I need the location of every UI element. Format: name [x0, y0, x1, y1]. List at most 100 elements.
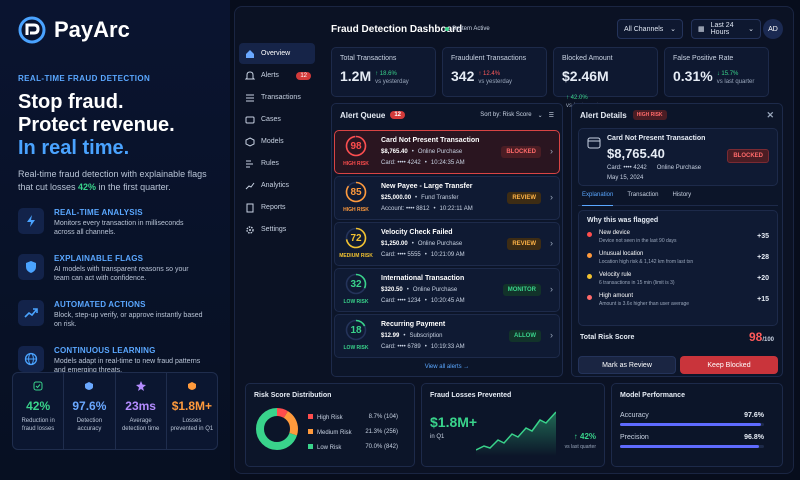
- transaction-date: May 15, 2024: [607, 175, 644, 181]
- stat-label: Losses prevented in Q1: [170, 418, 214, 432]
- alert-row[interactable]: 85 HIGH RISK New Payee - Large Transfer …: [334, 176, 560, 220]
- hero-subtitle: Real-time fraud detection with explainab…: [18, 169, 207, 192]
- tab-history[interactable]: History: [672, 192, 692, 198]
- sidebar-item-transactions[interactable]: Transactions: [239, 87, 315, 108]
- legend-label: Medium Risk: [317, 430, 352, 436]
- reason-points: +15: [757, 296, 769, 303]
- close-icon[interactable]: ✕: [766, 109, 774, 120]
- chevron-right-icon: ›: [550, 284, 553, 294]
- rules-icon: [245, 159, 255, 169]
- losses-title: Fraud Losses Prevented: [430, 392, 512, 399]
- feature-title: CONTINUOUS LEARNING: [54, 346, 156, 355]
- sidebar-item-overview[interactable]: Overview: [239, 43, 315, 64]
- flag-reason: Velocity rule 6 transactions in 15 min (l…: [587, 272, 769, 293]
- chevron-right-icon: ›: [550, 330, 553, 340]
- feature-title: EXPLAINABLE FLAGS: [54, 254, 144, 263]
- risk-level: HIGH RISK: [343, 207, 369, 213]
- alert-count-badge: 12: [390, 111, 406, 119]
- why-title: Why this was flagged: [587, 217, 659, 224]
- model-performance-card: Model Performance Accuracy 97.6% Precision…: [611, 383, 783, 467]
- feature-desc: AI models with transparent reasons so yo…: [54, 266, 189, 282]
- dashboard-window: Overview Alerts 12 Transactions Cases Models R…: [234, 6, 794, 474]
- keep-blocked-button[interactable]: Keep Blocked: [680, 356, 778, 374]
- performance-row: Accuracy 97.6%: [620, 412, 764, 426]
- alert-amount: $320.50 • Online Purchase: [381, 287, 458, 293]
- doc-icon: [245, 203, 255, 213]
- flag-reason: New device Device not seen in the last 90…: [587, 230, 769, 251]
- kpi-card: Blocked Amount$2.46M↑ 42.0%vs last quart…: [553, 47, 658, 109]
- flag-explanation: Why this was flagged New device Device no…: [578, 210, 778, 326]
- transaction-summary: Card Not Present Transaction $8,765.40 C…: [578, 128, 778, 186]
- hero-line-1: Stop fraud.: [18, 91, 124, 113]
- feature-title: AUTOMATED ACTIONS: [54, 300, 146, 309]
- feature-item: REAL-TIME ANALYSIS Monitors every transac…: [18, 208, 212, 240]
- performance-bar: [620, 445, 764, 448]
- sidebar-item-reports[interactable]: Reports: [239, 197, 315, 218]
- hero-line-2: Protect revenue.: [18, 114, 175, 136]
- alert-row[interactable]: 18 LOW RISK Recurring Payment $12.99 • Sub…: [334, 314, 560, 358]
- tab-transaction[interactable]: Transaction: [627, 192, 659, 198]
- model-performance-title: Model Performance: [620, 392, 685, 399]
- stat-item: 42% Reduction in fraud losses: [13, 373, 65, 449]
- view-all-alerts-link[interactable]: View all alerts →: [424, 364, 470, 370]
- sidebar-item-label: Rules: [261, 160, 279, 167]
- losses-vs: vs last quarter: [564, 444, 596, 450]
- mark-review-button[interactable]: Mark as Review: [578, 356, 676, 374]
- total-risk-score: 98/100: [748, 330, 774, 344]
- sidebar-item-analytics[interactable]: Analytics: [239, 175, 315, 196]
- sidebar-item-models[interactable]: Models: [239, 131, 315, 152]
- sidebar-item-rules[interactable]: Rules: [239, 153, 315, 174]
- feature-list: REAL-TIME ANALYSIS Monitors every transac…: [18, 208, 212, 378]
- hero-eyebrow: REAL-TIME FRAUD DETECTION: [18, 74, 151, 83]
- chevron-down-icon: ⌄: [670, 26, 676, 33]
- losses-value: $1.8M+: [430, 414, 478, 430]
- reason-dot-icon: [587, 253, 592, 258]
- kpi-card: False Positive Rate 0.31% ↓ 15.7% vs last q…: [664, 47, 769, 97]
- avatar[interactable]: AD: [763, 19, 783, 39]
- kpi-card: Total Transactions 1.2M ↑ 18.6% vs yesterda…: [331, 47, 436, 97]
- sidebar-item-label: Analytics: [261, 182, 290, 189]
- lightning-icon: [135, 381, 146, 391]
- legend-swatch: [308, 429, 313, 434]
- sidebar-item-alerts[interactable]: Alerts 12: [239, 65, 315, 86]
- alert-details-header: Alert Details HIGH RISK ✕: [572, 104, 782, 126]
- system-status: System Active: [445, 26, 490, 32]
- reason-dot-icon: [587, 295, 592, 300]
- sort-select[interactable]: Sort by: Risk Score ⌄ ☰: [480, 112, 554, 119]
- channel-select[interactable]: All Channels ⌄: [617, 19, 683, 39]
- alert-ref: Card: •••• 5555 • 10:21:09 AM: [381, 252, 465, 258]
- alert-title: Velocity Check Failed: [381, 229, 453, 236]
- sidebar-item-label: Cases: [261, 116, 281, 123]
- stat-item: 97.6% Detection accuracy: [64, 373, 116, 449]
- sidebar-item-label: Settings: [261, 226, 287, 233]
- date-range-select[interactable]: ▦ Last 24 Hours ⌄: [691, 19, 761, 39]
- sidebar-item-cases[interactable]: Cases: [239, 109, 315, 130]
- risk-level: LOW RISK: [343, 345, 369, 351]
- alert-row[interactable]: 98 HIGH RISK Card Not Present Transactio…: [334, 130, 560, 174]
- performance-bar-fill: [620, 423, 761, 426]
- risk-score: 72: [350, 232, 362, 244]
- stat-value: $1.8M+: [171, 399, 213, 413]
- sidebar-item-settings[interactable]: Settings: [239, 219, 315, 240]
- legend-value: 8.7% (104): [368, 414, 398, 420]
- sidebar-nav: Overview Alerts 12 Transactions Cases Models R…: [239, 43, 315, 241]
- reason-points: +28: [757, 254, 769, 261]
- stat-value: 42%: [26, 399, 51, 413]
- filter-icon: ☰: [548, 112, 554, 119]
- alert-title: Recurring Payment: [381, 321, 446, 328]
- alert-title: International Transaction: [381, 275, 465, 282]
- reason-desc: Location high risk & 1,142 km from last …: [599, 259, 694, 265]
- details-tabs: Explanation Transaction History: [578, 192, 778, 206]
- alert-queue-header: Alert Queue 12 Sort by: Risk Score ⌄ ☰: [332, 104, 562, 126]
- tab-explanation[interactable]: Explanation: [582, 192, 614, 206]
- flag-reason: Unusual location Location high risk & 1,1…: [587, 251, 769, 272]
- alert-row[interactable]: 32 LOW RISK International Transaction $3…: [334, 268, 560, 312]
- shield-check-icon: [33, 381, 43, 391]
- risk-score-ring: [345, 181, 367, 203]
- donut-slice-medium-risk: [256, 408, 298, 450]
- page-title: Fraud Detection Dashboard: [331, 24, 463, 35]
- alert-row[interactable]: 72 MEDIUM RISK Velocity Check Failed $1,…: [334, 222, 560, 266]
- legend-row: Low Risk 70.0% (842): [308, 444, 398, 451]
- reason-desc: Amount is 3.6x higher than user average: [599, 301, 690, 307]
- risk-score-ring: [345, 227, 367, 249]
